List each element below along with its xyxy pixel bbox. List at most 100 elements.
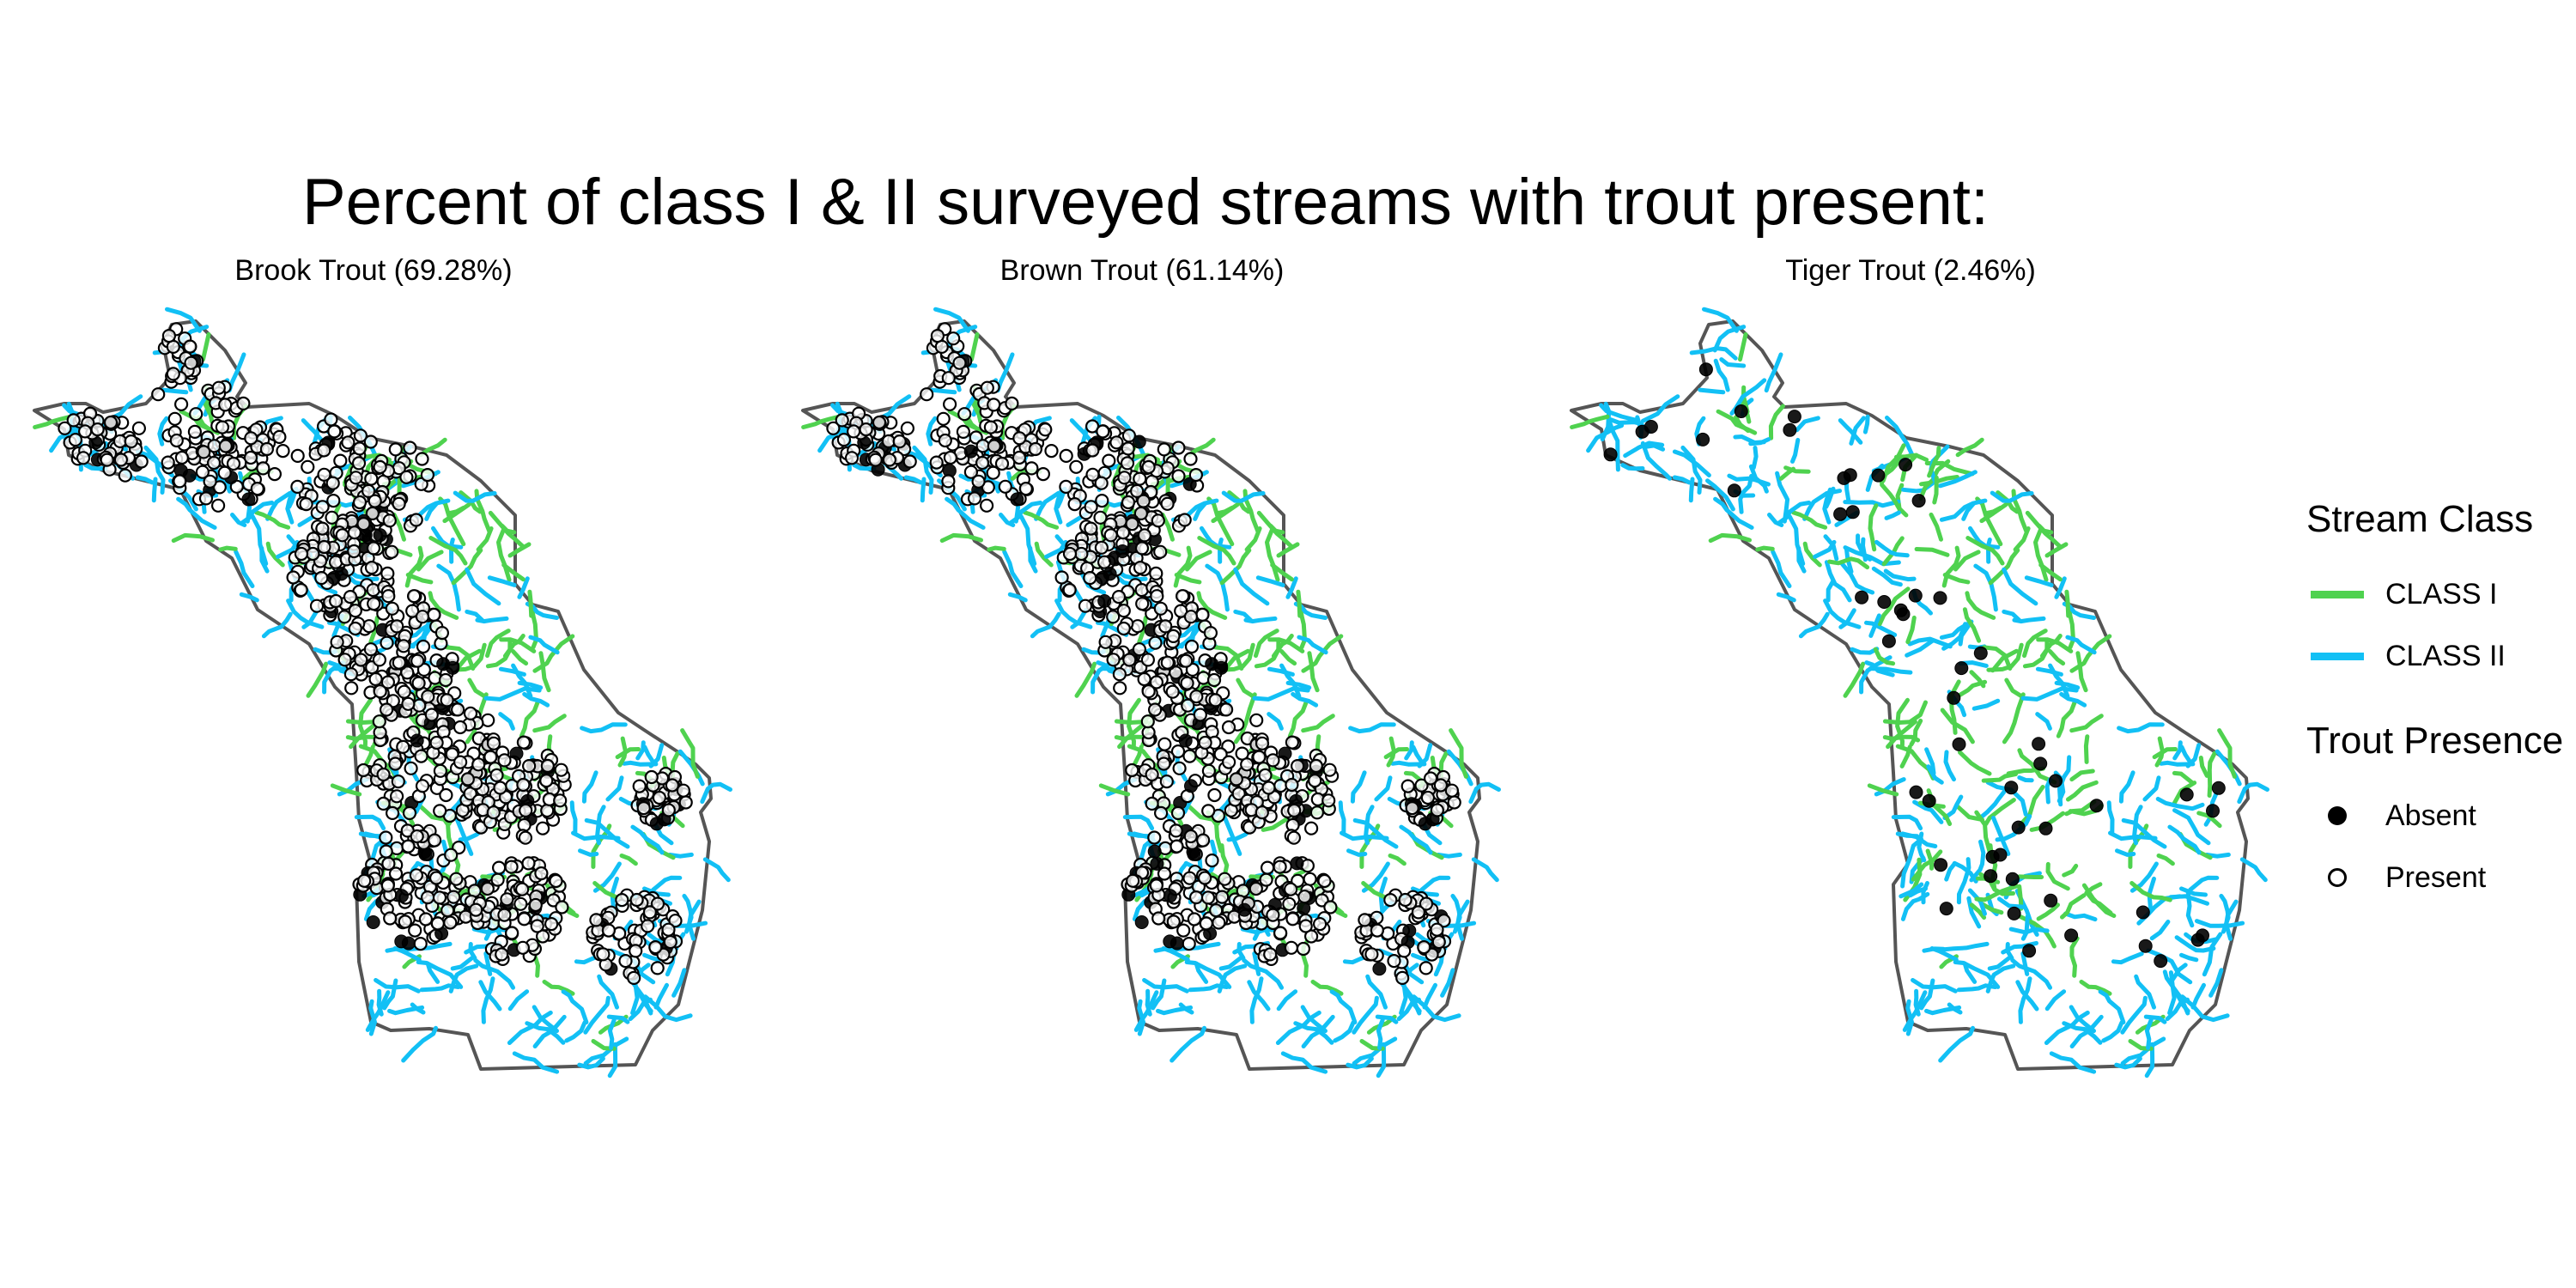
- site-present: [1028, 441, 1042, 457]
- stream-segment-class-ii: [2012, 616, 2046, 624]
- stream-segment-class-ii: [2035, 666, 2063, 677]
- stream-segment-class-ii: [1874, 539, 1910, 558]
- site-present: [410, 653, 425, 668]
- stream-segment-class-i: [1882, 734, 1921, 743]
- site-present: [1255, 736, 1270, 750]
- site-present: [356, 516, 371, 532]
- stream-segment-class-ii: [261, 611, 293, 639]
- stream-segment-class-ii: [933, 307, 970, 333]
- site-present: [1160, 496, 1175, 511]
- site-present: [1176, 923, 1191, 938]
- stream-segment-class-ii: [1985, 963, 2016, 993]
- stream-segment-class-ii: [507, 989, 530, 1012]
- stream-segment-class-ii: [1440, 968, 1455, 998]
- map-tiger-trout: [1570, 307, 2269, 1078]
- stream-segment-class-ii: [920, 477, 927, 503]
- stream-segment-class-ii: [2179, 952, 2199, 963]
- site-present: [1113, 681, 1127, 696]
- stream-segment-class-i: [507, 542, 532, 558]
- stream-segment-class-ii: [387, 1005, 425, 1016]
- stream-segment-class-ii: [2010, 957, 2052, 990]
- site-present: [349, 471, 363, 485]
- stream-segment-class-ii: [2121, 817, 2167, 849]
- stream-segment-class-ii: [2143, 1014, 2167, 1024]
- site-present: [416, 639, 431, 654]
- stream-segment-class-i: [527, 589, 534, 618]
- site-present: [1182, 749, 1197, 763]
- site-present: [409, 868, 423, 883]
- stream-segment-class-ii: [1218, 538, 1224, 564]
- stream-segment-class-i: [201, 398, 215, 424]
- site-present: [90, 422, 105, 437]
- stream-segment-class-ii: [1978, 790, 2007, 820]
- stream-segment-class-ii: [404, 622, 431, 651]
- stream-segment-class-ii: [385, 946, 409, 953]
- stream-segment-class-i: [428, 591, 459, 620]
- stream-segment-class-ii: [2144, 1018, 2154, 1050]
- stream-segment-class-ii: [376, 988, 384, 1017]
- site-absent: [1734, 404, 1748, 418]
- stream-segment-class-ii: [1412, 994, 1461, 1023]
- stream-segment-class-i: [485, 639, 513, 669]
- stream-segment-class-ii: [2170, 963, 2188, 982]
- stream-segment-class-ii: [569, 800, 578, 835]
- site-present: [892, 434, 907, 449]
- stream-segment-class-i: [1924, 460, 1975, 477]
- site-present: [1309, 758, 1323, 774]
- stream-segment-class-ii: [564, 1020, 587, 1043]
- site-present: [449, 872, 464, 886]
- site-present: [400, 665, 415, 680]
- stream-segment-class-ii: [135, 475, 155, 485]
- stream-segment-class-ii: [239, 592, 259, 603]
- site-present: [1183, 829, 1198, 844]
- site-present: [1405, 800, 1419, 816]
- site-present: [1133, 471, 1147, 486]
- site-absent: [1643, 420, 1658, 434]
- site-present: [1177, 513, 1192, 527]
- site-present: [380, 702, 394, 717]
- site-absent: [326, 570, 341, 585]
- stream-segment-class-ii: [1422, 982, 1437, 1010]
- stream-segment-class-ii: [2115, 848, 2136, 857]
- site-present: [1397, 944, 1412, 958]
- site-absent: [1877, 595, 1892, 609]
- site-present: [1398, 892, 1413, 908]
- site-present: [1252, 750, 1267, 764]
- site-present: [429, 871, 444, 885]
- site-present: [433, 804, 447, 818]
- site-present: [421, 689, 435, 704]
- open-circle-icon: [2328, 868, 2347, 887]
- site-present: [399, 470, 414, 484]
- site-absent: [1787, 410, 1801, 424]
- stream-segment-class-i: [488, 510, 526, 550]
- stream-segment-class-ii: [1156, 1005, 1194, 1016]
- stream-segment-class-ii: [1247, 980, 1271, 1012]
- site-present: [183, 339, 197, 354]
- site-present: [540, 758, 555, 774]
- site-present: [1183, 610, 1199, 624]
- site-present: [1147, 830, 1162, 845]
- site-present: [1431, 934, 1446, 950]
- stream-segment-class-i: [1802, 541, 1822, 568]
- site-present: [421, 890, 435, 905]
- stream-segment-class-ii: [1861, 537, 1868, 562]
- site-absent: [1954, 661, 1969, 676]
- site-present: [1018, 481, 1033, 496]
- stream-segment-class-i: [1979, 902, 2004, 915]
- site-absent: [366, 915, 380, 929]
- site-present: [294, 546, 309, 562]
- site-present: [469, 902, 483, 917]
- stream-segment-class-i: [1174, 573, 1202, 585]
- site-present: [1240, 757, 1255, 772]
- site-present: [516, 777, 531, 793]
- stream-segment-class-ii: [1399, 824, 1433, 855]
- stream-segment-class-ii: [1352, 995, 1379, 1035]
- site-present: [326, 493, 341, 508]
- stream-segment-class-i: [1895, 697, 1910, 750]
- site-present: [1203, 625, 1218, 641]
- stream-segment-class-ii: [1885, 416, 1915, 457]
- stream-segment-class-ii: [2069, 1005, 2096, 1034]
- stream-segment-class-i: [1969, 670, 1986, 689]
- stream-segment-class-i: [1955, 805, 1984, 823]
- stream-segment-class-i: [1215, 505, 1235, 516]
